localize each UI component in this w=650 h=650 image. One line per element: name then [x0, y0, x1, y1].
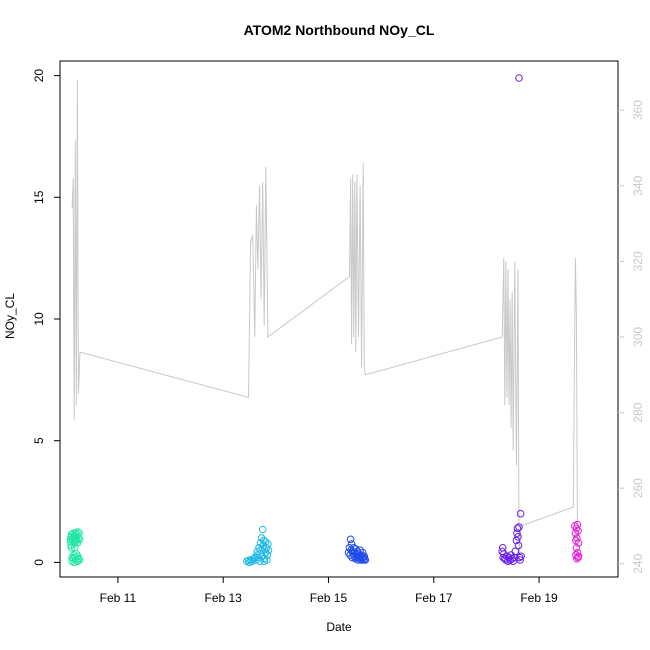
points-layer — [66, 74, 583, 567]
y2-tick-label-6: 360 — [631, 100, 645, 120]
y-axis-label: NOy_CL — [3, 293, 17, 339]
data-point-s3-19 — [514, 541, 523, 550]
secondary-series-line — [71, 79, 578, 564]
data-point-s1-17 — [258, 525, 267, 534]
y-tick-label-2: 10 — [32, 312, 46, 326]
data-point-s1-12 — [256, 550, 264, 558]
data-point-s0-31 — [74, 554, 83, 563]
data-point-s3-22 — [516, 556, 524, 564]
data-point-s4-13 — [574, 552, 583, 561]
x-tick-label-0: Feb 11 — [100, 591, 137, 605]
data-point-s1-24 — [262, 544, 271, 552]
secondary-line-layer — [71, 79, 578, 564]
y2-tick-label-3: 300 — [631, 327, 645, 347]
data-point-s2-31 — [361, 556, 370, 564]
data-point-s0-34 — [75, 556, 84, 564]
x-tick-label-1: Feb 13 — [205, 591, 243, 605]
y-tick-label-3: 15 — [32, 190, 46, 204]
data-point-s3-25 — [515, 74, 523, 82]
y-tick-label-4: 20 — [32, 69, 46, 83]
data-point-s0-23 — [72, 550, 81, 558]
x-tick-label-3: Feb 17 — [415, 591, 453, 605]
data-point-s4-6 — [573, 534, 581, 542]
data-point-s1-29 — [256, 557, 264, 566]
data-point-s3-15 — [512, 536, 521, 545]
data-point-s3-24 — [517, 552, 525, 561]
data-point-s1-28 — [264, 546, 273, 555]
x-tick-label-2: Feb 15 — [310, 591, 348, 605]
data-point-s2-21 — [356, 546, 364, 555]
data-point-s0-30 — [74, 534, 83, 542]
data-point-s3-23 — [516, 509, 525, 518]
y2-tick-label-5: 340 — [631, 175, 645, 195]
data-point-s0-4 — [67, 544, 76, 552]
data-point-s3-2 — [499, 553, 508, 562]
data-point-s1-10 — [254, 553, 263, 562]
data-point-s1-23 — [262, 548, 270, 557]
y-tick-label-1: 5 — [32, 437, 46, 444]
y2-tick-label-1: 260 — [631, 478, 645, 498]
data-point-s2-5 — [347, 540, 356, 548]
chart-title: ATOM2 Northbound NOy_CL — [244, 22, 435, 38]
data-point-s4-5 — [572, 544, 581, 552]
data-point-s3-17 — [513, 524, 522, 533]
y2-tick-label-4: 320 — [631, 251, 645, 271]
data-point-s0-33 — [75, 535, 84, 544]
plot-frame — [59, 60, 619, 578]
y-tick-label-0: 0 — [32, 559, 46, 566]
data-point-s2-3 — [346, 535, 355, 544]
y2-tick-label-0: 240 — [631, 553, 645, 573]
data-point-s3-14 — [511, 547, 520, 556]
data-point-s4-7 — [573, 554, 581, 563]
data-point-s4-1 — [571, 529, 580, 538]
data-point-s1-26 — [263, 551, 272, 559]
data-point-s1-30 — [260, 557, 269, 566]
data-point-s3-18 — [514, 533, 522, 541]
y2-tick-label-2: 280 — [631, 402, 645, 422]
data-point-s4-11 — [574, 527, 582, 535]
data-point-s1-7 — [252, 556, 260, 564]
data-point-s4-12 — [574, 539, 583, 547]
x-tick-label-4: Feb 19 — [520, 591, 558, 605]
x-axis-label: Date — [326, 620, 352, 634]
data-point-s3-20 — [515, 523, 523, 531]
axes-layer: Feb 11 Feb 13 Feb 15 Feb 17 Feb 19 0 5 10 15 20 24… — [32, 60, 645, 605]
data-point-s4-9 — [573, 548, 582, 557]
